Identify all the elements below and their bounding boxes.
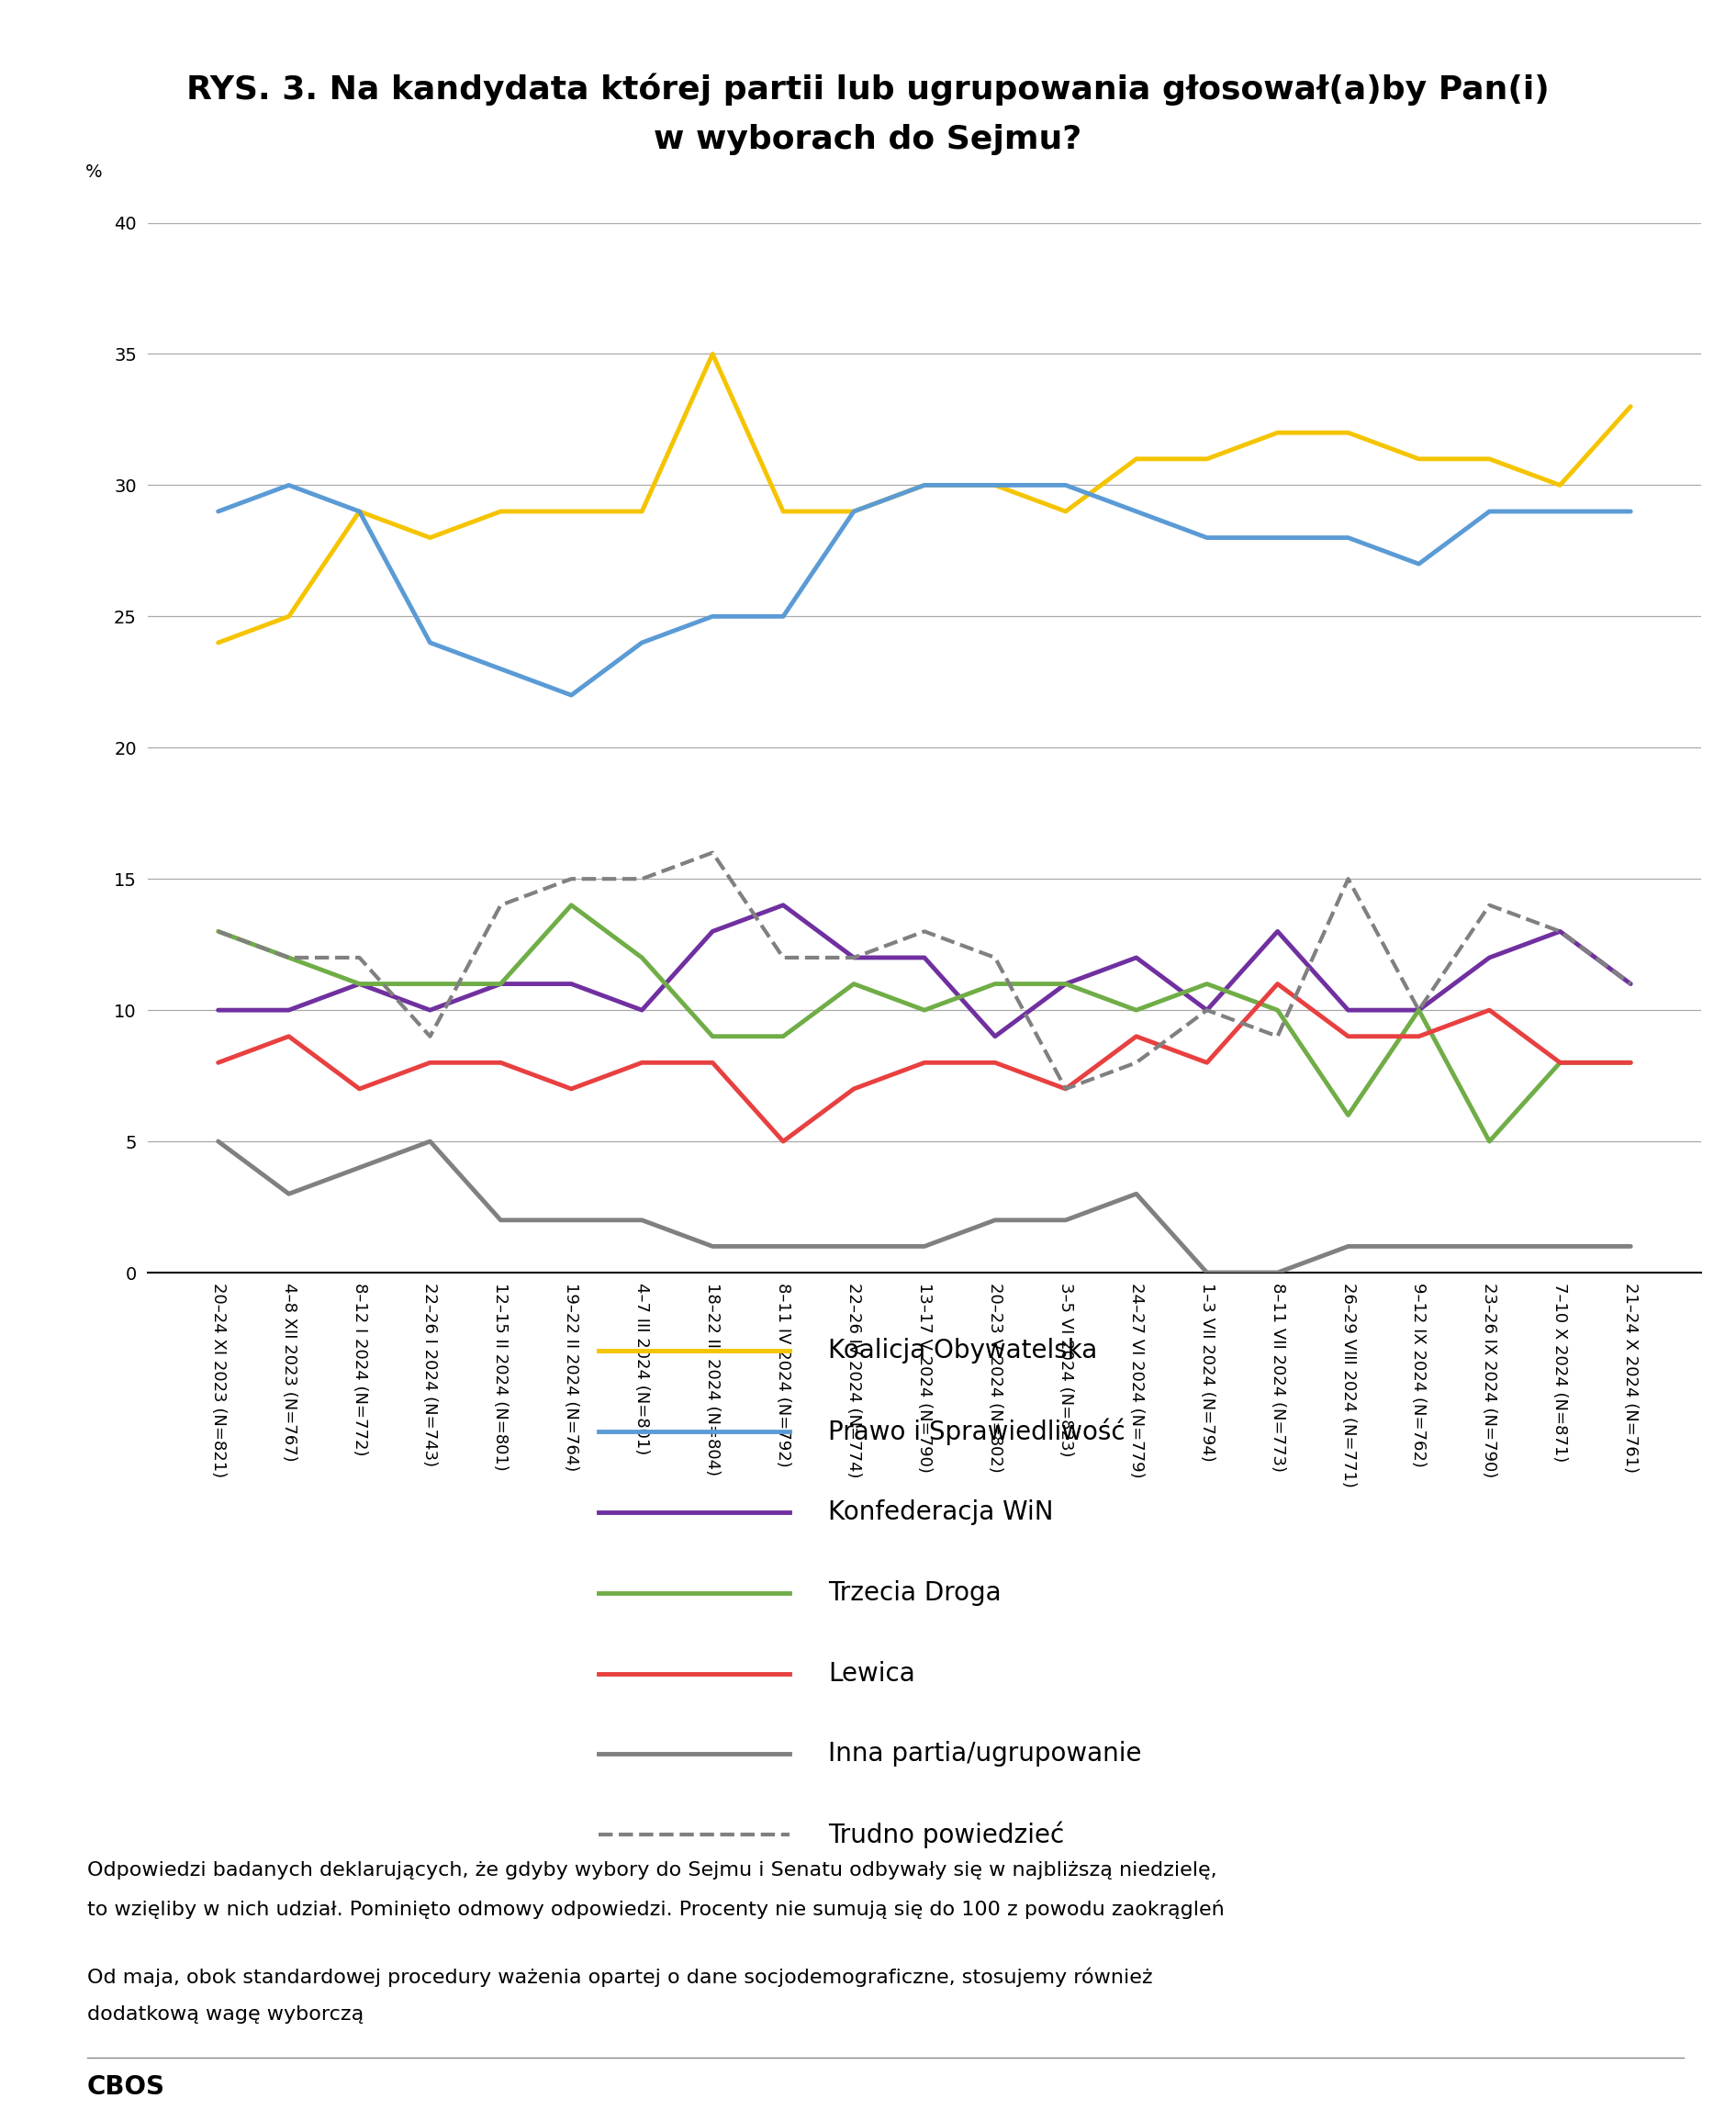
Text: %: %: [85, 163, 102, 180]
Text: CBOS: CBOS: [87, 2074, 165, 2100]
Text: Trzecia Droga: Trzecia Droga: [828, 1580, 1002, 1606]
Text: Koalicja Obywatelska: Koalicja Obywatelska: [828, 1338, 1097, 1364]
Text: Odpowiedzi badanych deklarujących, że gdyby wybory do Sejmu i Senatu odbywały si: Odpowiedzi badanych deklarujących, że gd…: [87, 1862, 1217, 1879]
Text: to wzięliby w nich udział. Pominięto odmowy odpowiedzi. Procenty nie sumują się : to wzięliby w nich udział. Pominięto odm…: [87, 1898, 1224, 1920]
Text: Lewica: Lewica: [828, 1661, 915, 1686]
Text: RYS. 3. Na kandydata której partii lub ugrupowania głosował(a)by Pan(i): RYS. 3. Na kandydata której partii lub u…: [186, 72, 1550, 106]
Text: Trudno powiedzieć: Trudno powiedzieć: [828, 1822, 1064, 1847]
Text: dodatkową wagę wyborczą: dodatkową wagę wyborczą: [87, 2006, 363, 2023]
Text: Prawo i Sprawiedliwość: Prawo i Sprawiedliwość: [828, 1419, 1125, 1444]
Text: Od maja, obok standardowej procedury ważenia opartej o dane socjodemograficzne, : Od maja, obok standardowej procedury waż…: [87, 1966, 1153, 1987]
Text: Konfederacja WiN: Konfederacja WiN: [828, 1500, 1054, 1525]
Text: w wyborach do Sejmu?: w wyborach do Sejmu?: [654, 125, 1082, 155]
Text: Inna partia/ugrupowanie: Inna partia/ugrupowanie: [828, 1741, 1142, 1767]
